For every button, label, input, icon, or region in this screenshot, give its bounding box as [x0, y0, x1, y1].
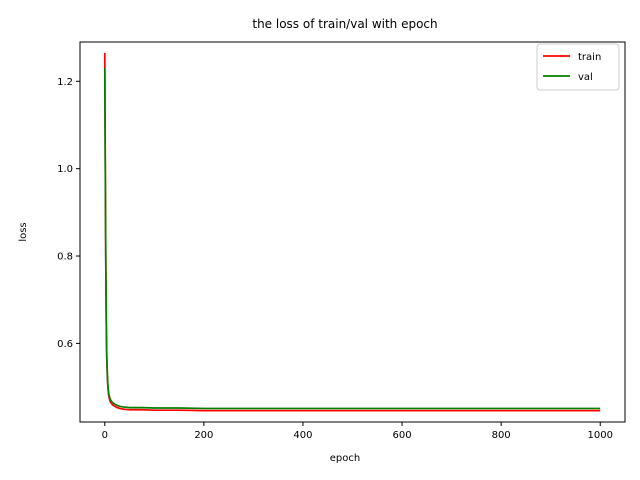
x-tick-label: 600 — [392, 430, 411, 441]
y-tick-label: 1.0 — [57, 164, 73, 175]
y-tick-label: 0.8 — [57, 252, 73, 263]
legend-box — [537, 44, 619, 90]
x-axis-label: epoch — [330, 453, 360, 464]
legend-label-val: val — [578, 72, 593, 83]
x-tick-label: 200 — [194, 430, 213, 441]
y-axis-label: loss — [18, 222, 29, 241]
legend-label-train: train — [578, 52, 601, 63]
x-tick-label: 0 — [102, 430, 108, 441]
y-tick-label: 0.6 — [57, 339, 73, 350]
legend: train val — [537, 44, 619, 90]
x-tick-label: 1000 — [588, 430, 613, 441]
x-tick-label: 800 — [492, 430, 511, 441]
x-tick-label: 400 — [293, 430, 312, 441]
y-tick-label: 1.2 — [57, 77, 73, 88]
chart-title: the loss of train/val with epoch — [252, 17, 437, 31]
